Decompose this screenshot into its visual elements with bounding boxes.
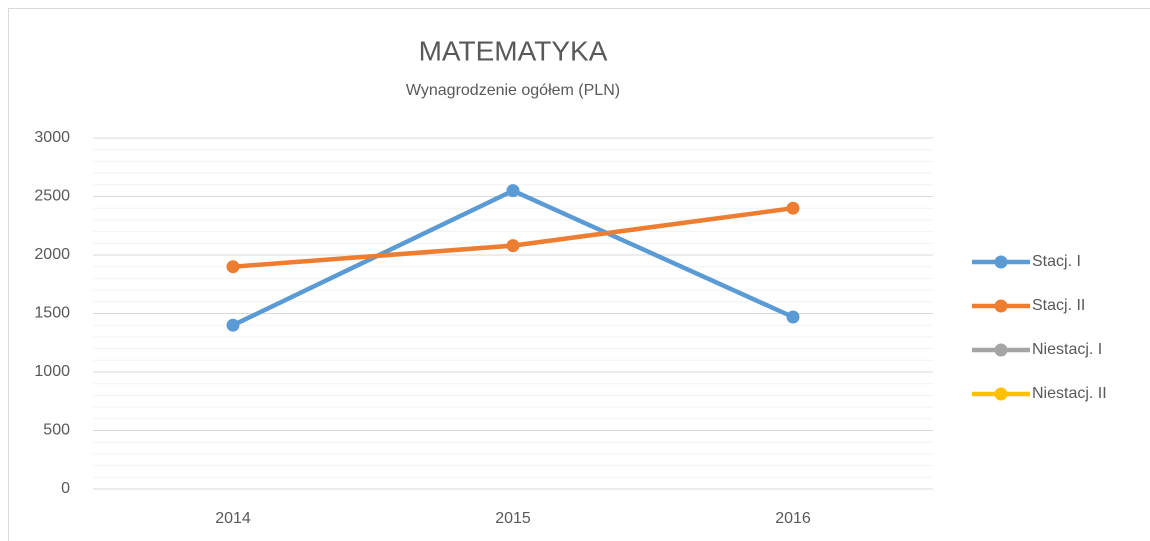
y-tick-label: 3000 (34, 129, 70, 146)
y-tick-label: 0 (61, 480, 70, 497)
chart-border (8, 8, 1150, 541)
y-tick-label: 1000 (34, 363, 70, 380)
data-point (786, 310, 800, 324)
legend-label: Stacj. II (1032, 297, 1085, 314)
legend-label: Niestacj. II (1032, 385, 1107, 402)
data-point (786, 201, 800, 215)
legend-marker (994, 343, 1008, 357)
data-point (506, 239, 520, 253)
data-point (226, 260, 240, 274)
legend-label: Niestacj. I (1032, 341, 1102, 358)
data-point (226, 318, 240, 332)
legend-label: Stacj. I (1032, 253, 1081, 270)
x-tick-label: 2014 (215, 510, 251, 527)
legend-marker (994, 387, 1008, 401)
y-tick-label: 2500 (34, 188, 70, 205)
y-tick-label: 500 (43, 422, 70, 439)
y-tick-label: 1500 (34, 305, 70, 322)
chart-title: MATEMATYKA (419, 35, 608, 66)
data-point (506, 184, 520, 198)
chart-subtitle: Wynagrodzenie ogółem (PLN) (406, 82, 620, 99)
x-tick-label: 2015 (495, 510, 531, 527)
x-tick-label: 2016 (775, 510, 811, 527)
y-tick-label: 2000 (34, 246, 70, 263)
legend-marker (994, 255, 1008, 269)
legend-marker (994, 299, 1008, 313)
